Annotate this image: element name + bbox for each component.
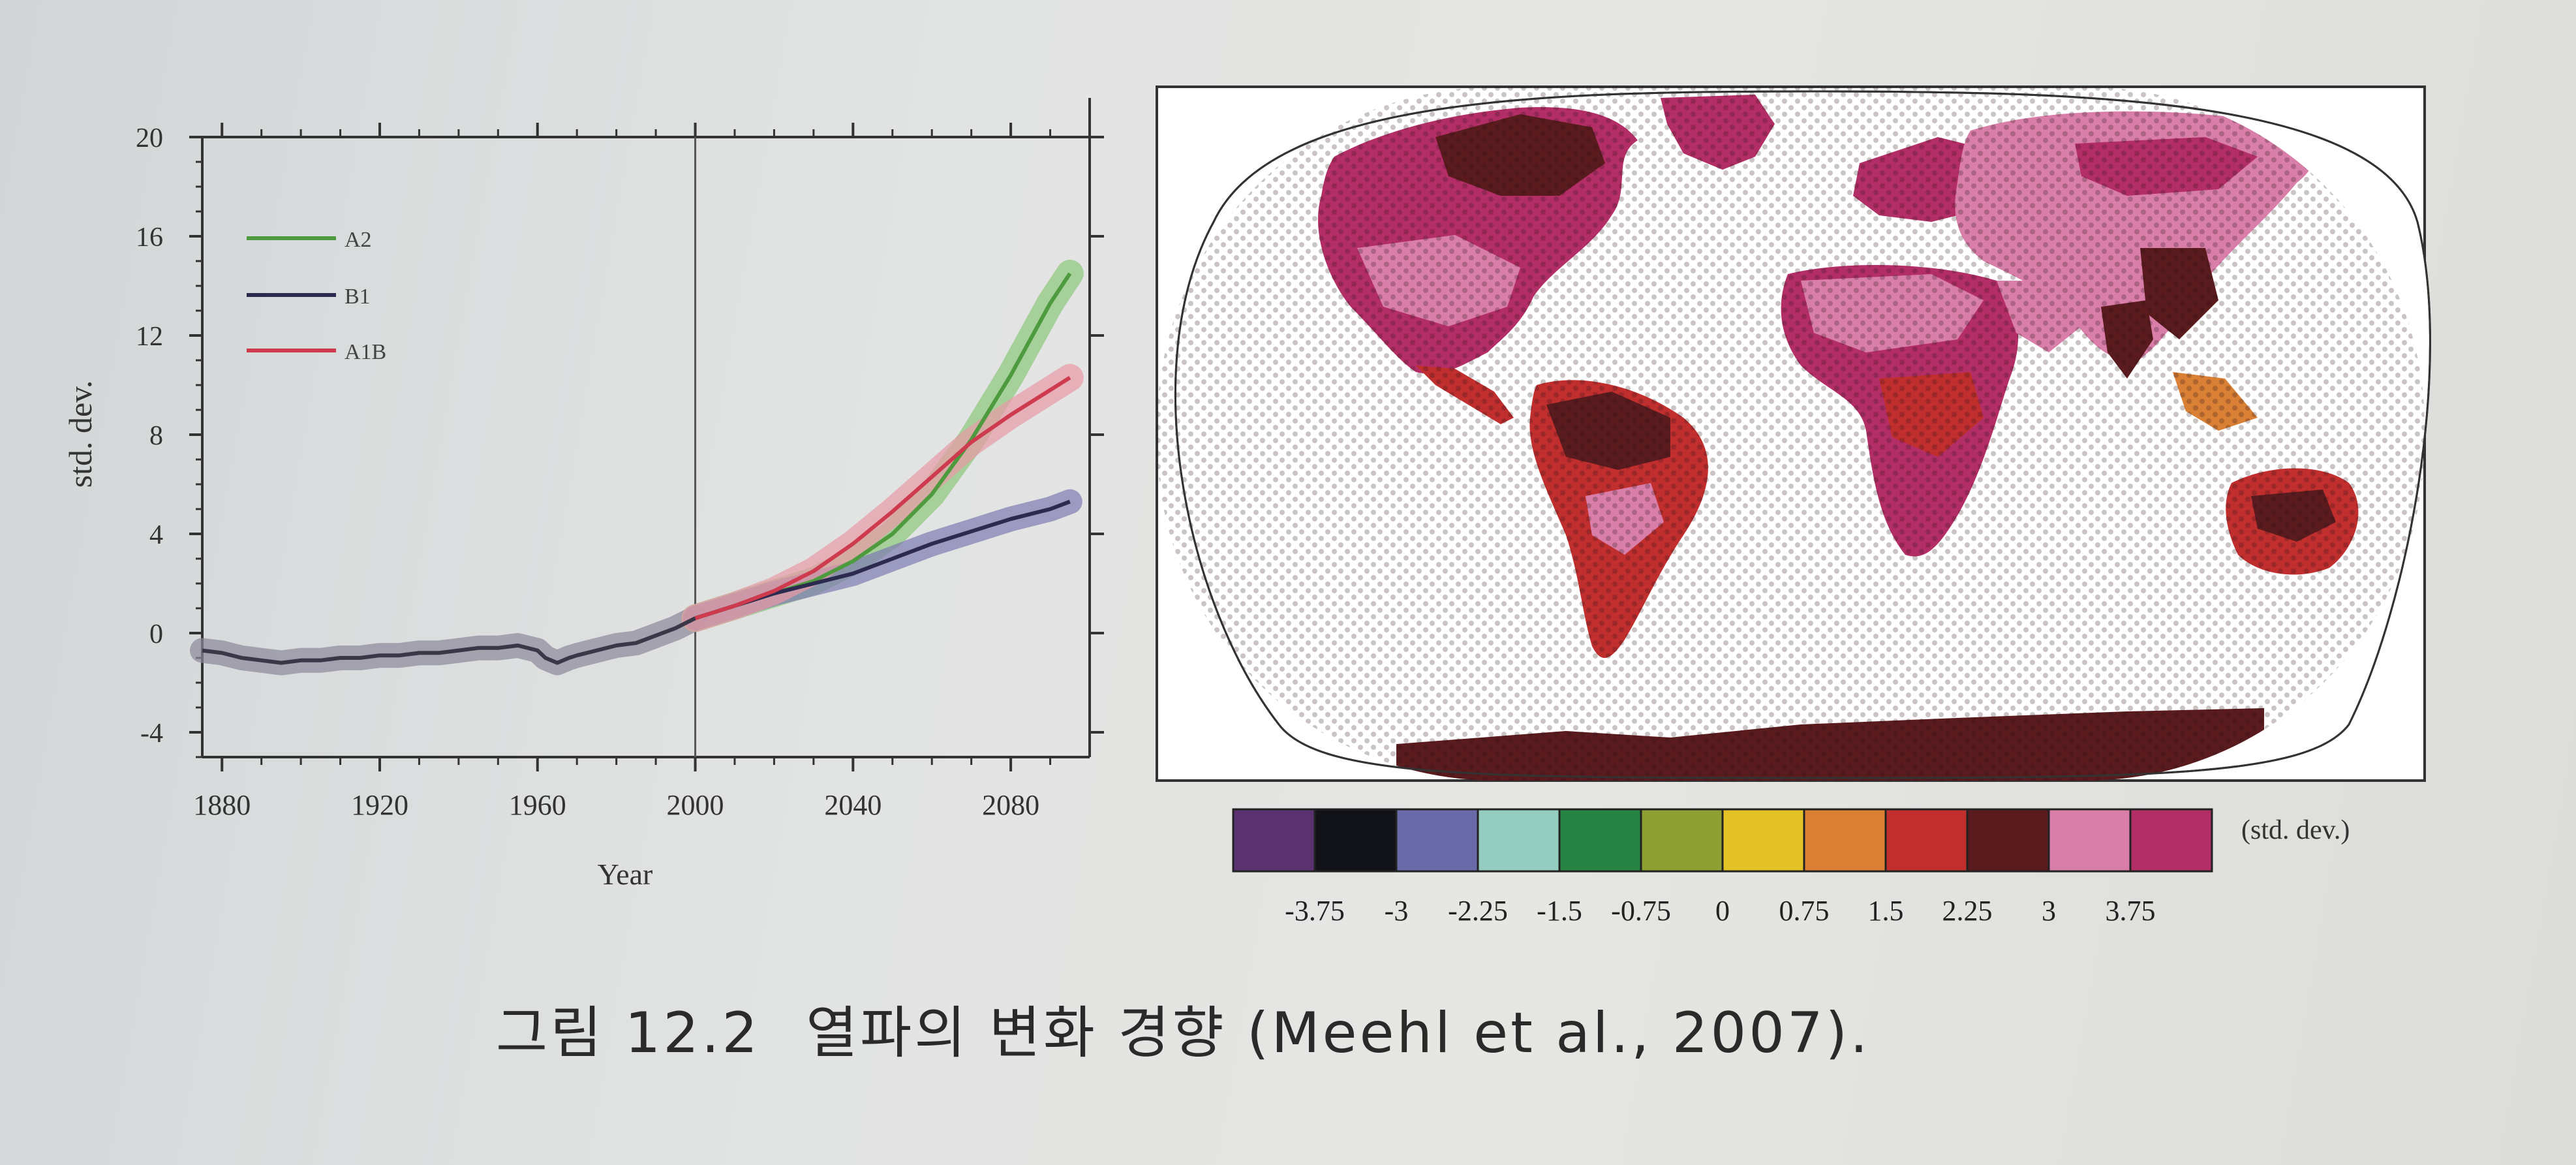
- colorbar-tick-label: -3.75: [1285, 895, 1345, 927]
- colorbar-swatch: [1803, 808, 1887, 873]
- x-axis-label: Year: [598, 858, 653, 891]
- colorbar-tick-label: -0.75: [1611, 895, 1671, 927]
- legend: A2 B1 A1B: [247, 228, 386, 364]
- colorbar-swatch: [1395, 808, 1479, 873]
- caption-label: 그림 12.2: [496, 1001, 761, 1066]
- colorbar-tick-label: 0: [1715, 895, 1730, 927]
- colorbar-swatch: [1558, 808, 1642, 873]
- legend-label-a2: A2: [345, 228, 372, 252]
- x-tick-label: 2000: [667, 789, 724, 821]
- x-axis-ticks: 1880 1920 1960 2000 2040 2080: [193, 123, 1052, 821]
- legend-label-b1: B1: [345, 285, 371, 309]
- colorbar: -3.75 -3 -2.25 -1.5 -0.75 0 0.75 1.5 2.25 3 3.75: [1232, 808, 2213, 927]
- band-history: [190, 606, 708, 676]
- x-tick-label: 1960: [509, 789, 566, 821]
- colorbar-swatch: [1477, 808, 1561, 873]
- series-line-a1b: [694, 376, 1071, 621]
- colorbar-swatch: [1884, 808, 1969, 873]
- colorbar-swatch: [1721, 808, 1805, 873]
- world-map-panel: [1156, 85, 2431, 782]
- colorbar-tick-label: -2.25: [1448, 895, 1508, 927]
- x-tick-label: 2040: [824, 789, 882, 821]
- colorbar-tick-label: 0.75: [1779, 895, 1830, 927]
- colorbar-tick-label: 1.5: [1868, 895, 1904, 927]
- colorbar-swatch: [1313, 808, 1398, 873]
- x-tick-label: 1880: [193, 789, 251, 821]
- colorbar-swatch: [1640, 808, 1724, 873]
- colorbar-swatch: [1966, 808, 2050, 873]
- colorbar-tick-label: 2.25: [1942, 895, 1993, 927]
- colorbar-unit-label: (std. dev.): [2241, 815, 2350, 845]
- series-lines: [202, 272, 1072, 665]
- x-tick-label: 1920: [351, 789, 408, 821]
- y-axis-label: std. dev.: [62, 381, 99, 488]
- colorbar-tick-label: -1.5: [1537, 895, 1582, 927]
- colorbar-swatch: [2129, 808, 2213, 873]
- colorbar-swatch: [2047, 808, 2132, 873]
- figure-caption: 그림 12.2 열파의 변화 경향 (Meehl et al., 2007).: [496, 987, 1871, 1068]
- colorbar-tick-label: 3: [2042, 895, 2056, 927]
- y-tick-label: 0: [149, 619, 163, 649]
- x-tick-label: 2080: [982, 789, 1039, 821]
- colorbar-tick-label: 3.75: [2106, 895, 2156, 927]
- timeseries-chart: -4 0 4 8 12 16 20 1880 1920 1960 2000 2040 2080 A2 …: [62, 98, 1104, 891]
- y-tick-label: 4: [149, 520, 163, 550]
- colorbar-tick-label: -3: [1385, 895, 1409, 927]
- y-tick-label: 20: [136, 123, 163, 153]
- significance-stipple: [1157, 87, 2425, 781]
- map-projection-edge: [1174, 90, 2431, 779]
- y-tick-label: 12: [136, 322, 163, 352]
- y-tick-label: -4: [140, 719, 163, 749]
- colorbar-swatch: [1232, 808, 1316, 873]
- legend-label-a1b: A1B: [345, 340, 386, 364]
- series-line-history: [202, 616, 696, 665]
- y-tick-label: 16: [136, 223, 163, 253]
- y-tick-label: 8: [149, 421, 163, 451]
- caption-text: 열파의 변화 경향 (Meehl et al., 2007).: [806, 1001, 1871, 1066]
